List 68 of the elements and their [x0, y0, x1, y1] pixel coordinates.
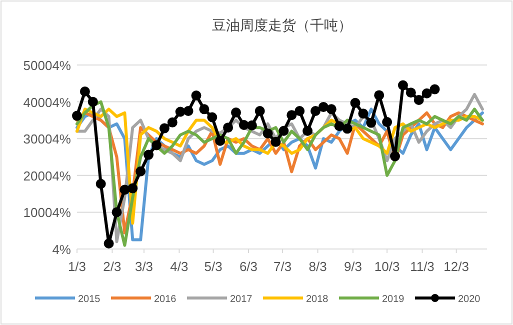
chart-title: 豆油周度走货（千吨）: [212, 17, 352, 33]
x-tick-label: 10/3: [374, 259, 400, 274]
point: [270, 136, 281, 147]
point: [278, 126, 289, 136]
y-tick-label: 40004%: [23, 94, 72, 110]
point: [215, 136, 226, 146]
point: [191, 90, 202, 101]
x-tick-label: 9/3: [344, 259, 362, 274]
legend-label: 2015: [78, 294, 101, 305]
point: [80, 86, 90, 97]
point: [318, 102, 328, 112]
point: [406, 88, 416, 98]
point: [382, 117, 392, 128]
y-tick-label: 20004%: [23, 168, 72, 184]
x-tick-label: 3/3: [134, 259, 154, 274]
point: [88, 96, 98, 107]
point: [199, 104, 210, 114]
y-tick-label: 30004%: [23, 132, 72, 147]
x-tick-label: 12/3: [444, 259, 469, 274]
legend-label: 2019: [382, 294, 405, 305]
x-tick-label: 2/3: [103, 259, 122, 274]
x-tick-label: 5/3: [204, 259, 222, 274]
point: [398, 80, 408, 90]
point: [366, 118, 376, 128]
point: [334, 121, 344, 132]
point: [231, 107, 242, 118]
point: [207, 112, 218, 122]
legend-label: 2017: [230, 294, 253, 305]
point: [128, 183, 138, 194]
y-tick-label: 4%: [52, 242, 72, 257]
point: [342, 124, 352, 134]
point: [358, 108, 368, 119]
point: [104, 238, 114, 248]
x-tick-label: 11/3: [410, 259, 434, 274]
point: [152, 140, 162, 150]
point: [246, 120, 257, 130]
x-tick-label: 6/3: [239, 259, 258, 274]
point: [183, 106, 194, 116]
point: [286, 110, 297, 120]
point: [254, 106, 265, 116]
y-tick-label: 10004%: [23, 205, 72, 220]
point: [350, 98, 360, 108]
point: [414, 94, 424, 105]
point: [310, 106, 321, 116]
point: [326, 104, 336, 114]
point: [136, 166, 146, 176]
point: [374, 90, 384, 100]
point: [223, 122, 234, 133]
point: [96, 178, 106, 189]
point: [294, 106, 305, 116]
point: [72, 110, 82, 121]
point: [430, 84, 440, 94]
point: [112, 207, 122, 218]
x-tick-label: 4/3: [170, 259, 188, 274]
point: [167, 117, 178, 128]
point: [390, 151, 400, 162]
point: [144, 150, 154, 160]
point: [262, 128, 273, 138]
legend-label: 2016: [154, 294, 177, 305]
legend-label: 2018: [306, 294, 329, 305]
x-tick-label: 1/3: [68, 259, 86, 274]
x-tick-label: 8/3: [308, 259, 327, 274]
y-tick-label: 50004%: [23, 58, 72, 73]
legend-label: 2020: [458, 294, 481, 305]
point: [302, 126, 313, 136]
point: [422, 88, 432, 98]
x-tick-label: 7/3: [274, 259, 292, 274]
point: [159, 123, 170, 134]
